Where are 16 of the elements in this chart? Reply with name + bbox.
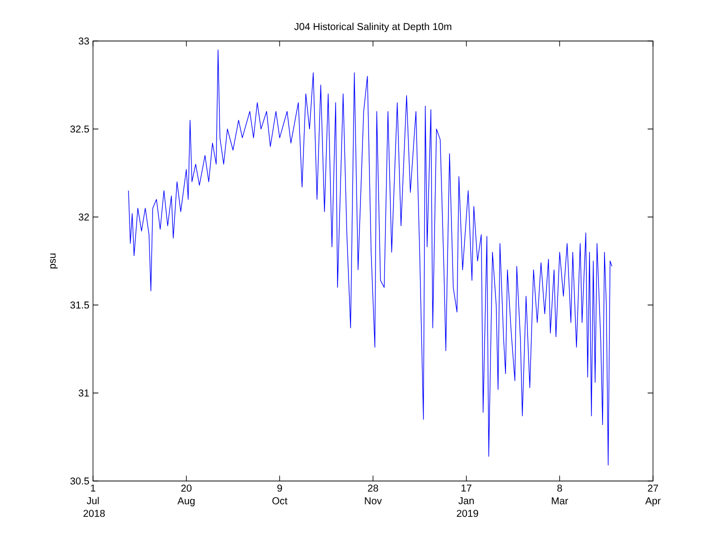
y-tick-label: 32.5 xyxy=(70,125,89,133)
x-tick-label: 1 Jul 2018 xyxy=(84,484,105,517)
line-series xyxy=(128,49,612,466)
y-tick-label: 31.5 xyxy=(70,301,89,309)
y-tick-label: 30.5 xyxy=(70,477,89,485)
x-tick-label: 9 Oct xyxy=(272,484,288,504)
x-tick-label: 28 Nov xyxy=(364,484,382,504)
chart-title: J04 Historical Salinity at Depth 10m xyxy=(294,22,452,32)
y-tick-label: 31 xyxy=(78,389,89,397)
x-tick-label: 8 Mar xyxy=(552,484,568,504)
y-axis-title: psu xyxy=(50,254,58,268)
x-tick-label: 20 Aug xyxy=(177,484,195,506)
x-tick-label: 17 Jan 2019 xyxy=(456,484,478,517)
x-tick-label: 27 Apr xyxy=(645,484,661,506)
y-tick-label: 33 xyxy=(78,37,89,45)
y-tick-label: 32 xyxy=(78,213,89,221)
